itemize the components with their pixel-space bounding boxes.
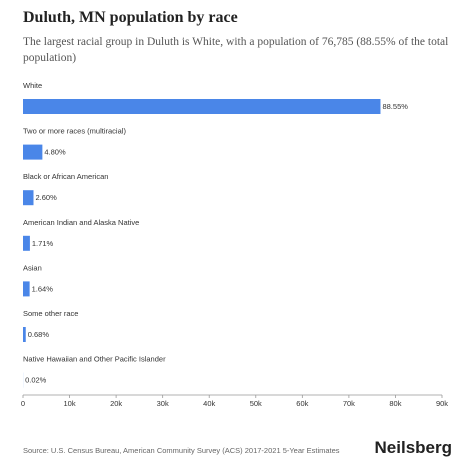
category-label: Two or more races (multiracial) bbox=[23, 127, 126, 136]
value-label: 0.68% bbox=[28, 330, 50, 339]
bar bbox=[23, 144, 43, 160]
value-label: 1.71% bbox=[32, 239, 54, 248]
value-label: 2.60% bbox=[35, 193, 57, 202]
brand-logo: Neilsberg bbox=[374, 438, 452, 457]
bar bbox=[23, 327, 26, 342]
category-label: Some other race bbox=[23, 309, 78, 318]
source-note: Source: U.S. Census Bureau, American Com… bbox=[23, 446, 340, 455]
category-label: Native Hawaiian and Other Pacific Island… bbox=[23, 355, 166, 364]
value-label: 88.55% bbox=[382, 102, 408, 111]
value-label: 1.64% bbox=[32, 284, 54, 293]
x-tick-label: 20k bbox=[110, 399, 122, 408]
category-label: White bbox=[23, 81, 42, 90]
x-tick-label: 30k bbox=[157, 399, 169, 408]
x-tick-label: 80k bbox=[389, 399, 401, 408]
bar bbox=[23, 190, 34, 206]
bar bbox=[23, 235, 30, 251]
x-tick-label: 0 bbox=[21, 399, 25, 408]
x-tick-label: 50k bbox=[250, 399, 262, 408]
bar bbox=[23, 281, 30, 297]
x-tick-label: 40k bbox=[203, 399, 215, 408]
bar bbox=[23, 99, 381, 114]
category-label: Black or African American bbox=[23, 172, 108, 181]
chart-subtitle: The largest racial group in Duluth is Wh… bbox=[23, 36, 449, 64]
x-tick-label: 90k bbox=[436, 399, 448, 408]
category-label: American Indian and Alaska Native bbox=[23, 218, 139, 227]
value-label: 4.80% bbox=[44, 148, 66, 157]
x-tick-label: 70k bbox=[343, 399, 355, 408]
x-tick-label: 10k bbox=[64, 399, 76, 408]
value-label: 0.02% bbox=[25, 376, 47, 385]
chart-title: Duluth, MN population by race bbox=[23, 9, 238, 26]
category-label: Asian bbox=[23, 263, 42, 272]
x-tick-label: 60k bbox=[296, 399, 308, 408]
